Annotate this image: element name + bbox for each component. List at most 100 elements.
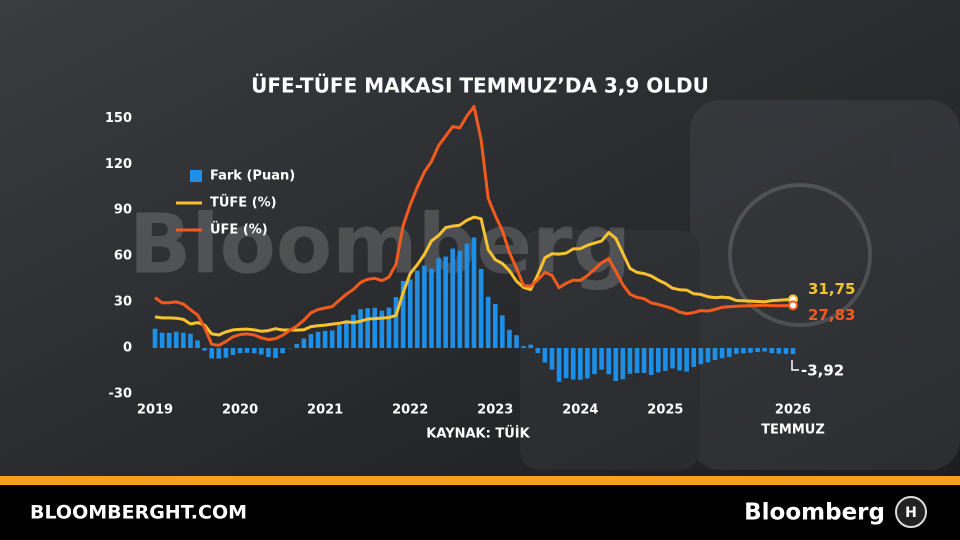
bar (244, 348, 250, 353)
bar (280, 348, 285, 354)
bar (209, 348, 215, 359)
bar (684, 348, 689, 372)
bar (337, 325, 342, 349)
bar (542, 348, 548, 363)
footer-logo-mark: H (905, 505, 917, 521)
bar (351, 314, 356, 349)
bar (585, 348, 590, 379)
y-tick-label: 0 (123, 341, 132, 356)
line (154, 105, 794, 347)
bar (514, 335, 519, 349)
bar (237, 348, 243, 354)
label-connector (791, 360, 799, 371)
value-label: 27,83 (808, 306, 855, 324)
bar (556, 348, 562, 382)
bar (500, 315, 505, 349)
x-tick-label: 2020 (222, 403, 258, 418)
bar (301, 338, 307, 349)
bar (422, 265, 427, 349)
bar (308, 334, 314, 349)
bar (691, 348, 697, 367)
background (0, 0, 960, 476)
bar (670, 348, 675, 369)
bar (443, 256, 448, 349)
footer-logo (895, 496, 927, 528)
bar (535, 348, 541, 354)
bar (436, 258, 441, 349)
bar (656, 348, 661, 373)
bar (386, 307, 392, 349)
bar (344, 320, 349, 349)
bar (173, 331, 179, 349)
bar (712, 348, 718, 360)
bar (613, 348, 619, 381)
x-tick-label: 2025 (647, 403, 683, 418)
bar (251, 348, 257, 354)
bar (372, 307, 378, 349)
y-tick-label: 30 (114, 295, 132, 310)
bar (202, 348, 207, 351)
bar (322, 330, 328, 349)
y-tick-label: -30 (109, 387, 133, 402)
bar (400, 280, 406, 349)
x-tick-label: 2019 (137, 403, 173, 418)
bar (748, 348, 753, 353)
bar (485, 296, 491, 349)
x-tick-label: 2023 (477, 403, 513, 418)
bar (195, 340, 200, 349)
bar (762, 348, 767, 352)
bar (769, 348, 775, 354)
x-tick-label: 2026 (775, 403, 811, 418)
bar (507, 329, 512, 349)
bar (663, 348, 668, 371)
bar (471, 237, 477, 349)
x-tick-label: 2024 (562, 403, 598, 418)
bar (230, 348, 236, 355)
bar (365, 308, 370, 349)
bar (429, 268, 434, 349)
bar (329, 330, 335, 349)
footer-stripe (0, 476, 960, 485)
legend-label: Fark (Puan) (210, 169, 295, 184)
y-tick-label: 120 (105, 157, 132, 172)
bar (705, 348, 711, 363)
bar (379, 310, 385, 349)
legend-swatch (190, 170, 202, 182)
footer-brand: Bloomberg (744, 500, 885, 526)
watermark: Bloomberg (129, 197, 631, 292)
bar (641, 348, 647, 374)
bar (563, 348, 569, 379)
bar (592, 348, 597, 375)
bar (627, 348, 633, 374)
y-tick-label: 150 (105, 111, 132, 126)
bar (152, 328, 158, 349)
legend-label: TÜFE (%) (210, 195, 277, 211)
end-marker (788, 300, 798, 311)
bar (159, 332, 165, 349)
bar (733, 348, 739, 354)
footer (0, 485, 960, 540)
bar (273, 348, 278, 359)
footer-site: BLOOMBERGHT.COM (30, 502, 247, 524)
bar (407, 279, 413, 349)
bar (776, 348, 782, 354)
bar (578, 348, 583, 380)
bar (620, 348, 626, 380)
period-note: TEMMUZ (761, 423, 825, 438)
bar (790, 348, 796, 355)
bar (457, 250, 463, 349)
coins-decoration (520, 100, 960, 470)
bar (741, 348, 746, 354)
bar (259, 348, 264, 355)
bar (181, 332, 186, 349)
bar (698, 348, 704, 365)
source: KAYNAK: TÜİK (426, 426, 530, 442)
bar (464, 243, 470, 349)
chart-title: ÜFE-TÜFE MAKASI TEMMUZ’DA 3,9 OLDU (251, 74, 709, 98)
bar (677, 348, 682, 371)
bar (634, 348, 640, 374)
x-tick-label: 2022 (392, 403, 428, 418)
bar (549, 348, 555, 370)
